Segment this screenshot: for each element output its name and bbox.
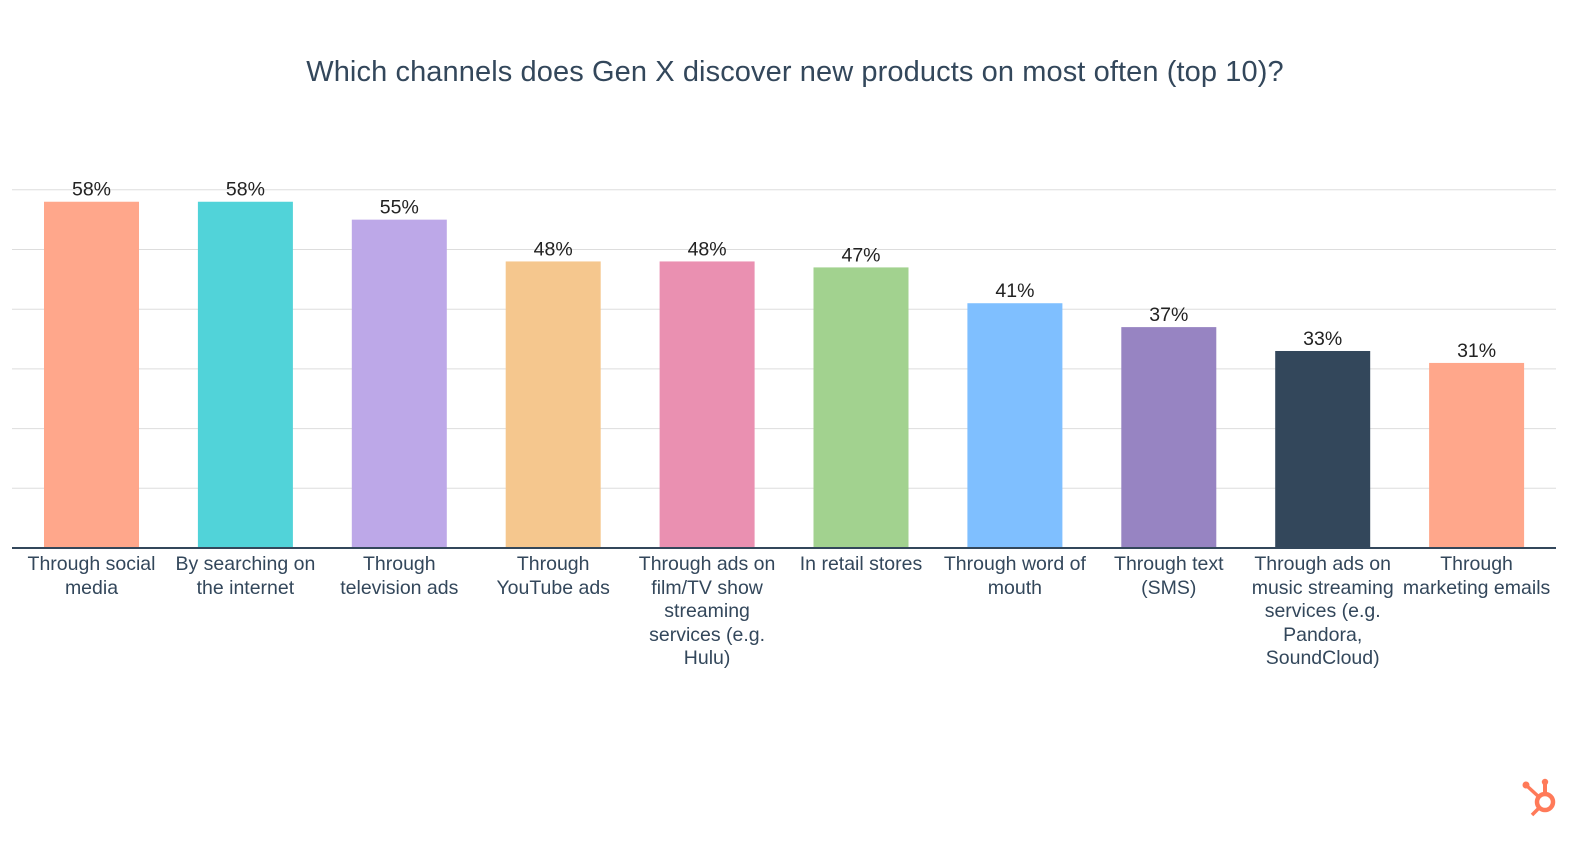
category-label: In retail stores [799, 553, 923, 575]
data-label: 31% [1457, 340, 1496, 362]
category-label: Through television ads [340, 553, 459, 599]
category-label: Through text (SMS) [1114, 553, 1224, 599]
bar [967, 303, 1063, 548]
bar [1429, 362, 1525, 548]
category-label: By searching on the internet [175, 553, 316, 599]
data-label: 48% [688, 238, 727, 260]
category-label: Through ads on film/TV show streaming se… [638, 553, 776, 669]
category-label: Through word of mouth [943, 553, 1086, 599]
bar [351, 219, 447, 548]
data-label: 37% [1149, 304, 1188, 326]
bar [1275, 350, 1371, 548]
hubspot-sprocket-icon [1522, 778, 1556, 817]
category-label: Through social media [27, 553, 156, 599]
bar [813, 267, 909, 548]
data-label: 58% [226, 179, 265, 201]
data-label: 48% [534, 238, 573, 260]
category-label: Through YouTube ads [496, 553, 610, 599]
bar [197, 201, 293, 549]
value-labels: 58% 58% 55% 48% 48% 47% 41% 37% 33% 31% [72, 179, 1496, 362]
chart-title: Which channels does Gen X discover new p… [306, 56, 1284, 88]
category-label: Through marketing emails [1402, 553, 1551, 599]
data-label: 41% [995, 280, 1034, 302]
data-label: 47% [841, 244, 880, 266]
bars [44, 201, 1525, 549]
data-label: 55% [380, 197, 419, 219]
category-label: Through ads on music streaming services … [1251, 553, 1394, 669]
data-label: 33% [1303, 328, 1342, 350]
bar [659, 261, 755, 548]
data-label: 58% [72, 179, 111, 201]
bar [1121, 327, 1217, 548]
bar [505, 261, 601, 548]
bar [44, 201, 139, 549]
